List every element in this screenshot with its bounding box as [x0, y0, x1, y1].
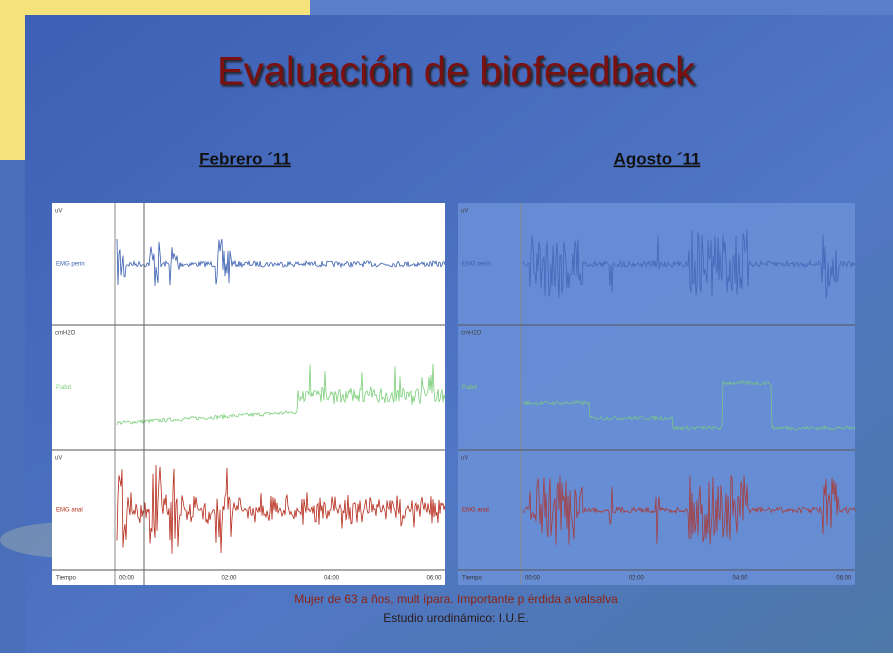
unit-label: uV [55, 456, 62, 462]
time-tick-label: 06:00 [427, 576, 443, 582]
background-top [310, 0, 893, 15]
unit-label: uV [55, 209, 62, 215]
time-tick-label: 00:00 [525, 576, 541, 582]
unit-label: cmH2O [461, 331, 482, 337]
time-tick-label: 00:00 [119, 576, 135, 582]
channel-label: EMG anal [462, 508, 489, 514]
caption-line: Estudio urodinámico: I.U.E. [383, 611, 528, 625]
time-tick-label: 04:00 [324, 576, 340, 582]
channel-label: EMG anal [56, 508, 83, 514]
time-tick-label: 02:00 [629, 576, 645, 582]
panel-heading: Febrero ´11 [199, 149, 291, 168]
slide-title: Evaluación de biofeedback [217, 50, 696, 94]
slide: Evaluación de biofeedback Mujer de 63 a … [0, 0, 893, 653]
time-label: Tiempo [56, 576, 76, 582]
channel-label: P.abd [462, 385, 477, 391]
panel-heading: Agosto ´11 [614, 149, 701, 168]
time-label: Tiempo [462, 576, 482, 582]
time-tick-label: 06:00 [836, 576, 852, 582]
unit-label: uV [461, 209, 468, 215]
unit-label: cmH2O [55, 331, 76, 337]
channel-label: EMG perin [462, 262, 491, 268]
time-tick-label: 04:00 [733, 576, 749, 582]
background-left [0, 160, 25, 653]
channel-label: P.abd [56, 385, 71, 391]
unit-label: uV [461, 456, 468, 462]
caption-line: Mujer de 63 a ños, mult ípara. Important… [294, 592, 618, 606]
channel-label: EMG perin [56, 262, 85, 268]
time-tick-label: 02:00 [222, 576, 238, 582]
